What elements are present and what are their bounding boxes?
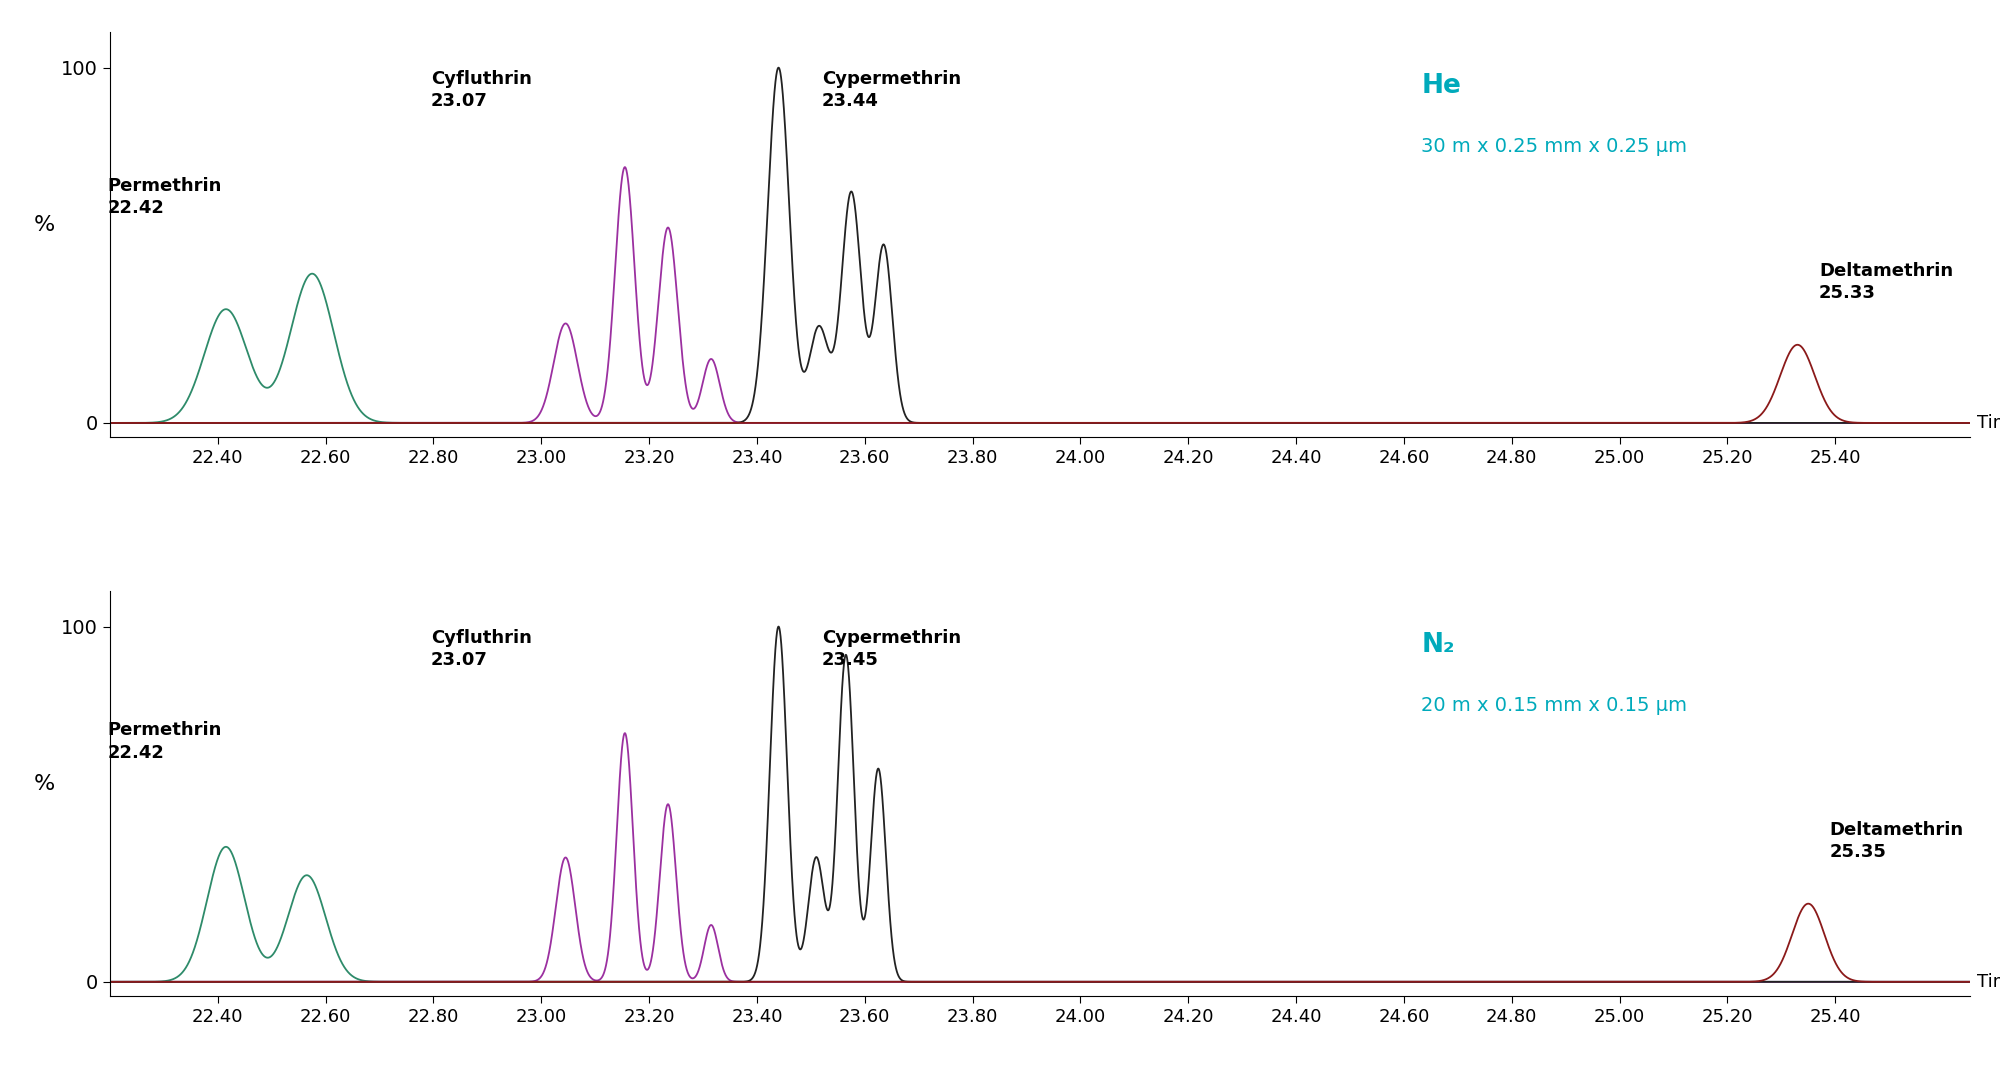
Text: Cyfluthrin
23.07: Cyfluthrin 23.07 xyxy=(430,629,532,669)
Text: He: He xyxy=(1422,73,1462,99)
Text: Time: Time xyxy=(1976,972,2000,991)
Text: Cypermethrin
23.45: Cypermethrin 23.45 xyxy=(822,629,960,669)
Text: 30 m x 0.25 mm x 0.25 μm: 30 m x 0.25 mm x 0.25 μm xyxy=(1422,137,1688,156)
Text: Deltamethrin
25.33: Deltamethrin 25.33 xyxy=(1820,262,1954,302)
Text: Time: Time xyxy=(1976,413,2000,432)
Text: Deltamethrin
25.35: Deltamethrin 25.35 xyxy=(1830,820,1964,861)
Text: 20 m x 0.15 mm x 0.15 μm: 20 m x 0.15 mm x 0.15 μm xyxy=(1422,696,1688,715)
Text: Permethrin
22.42: Permethrin 22.42 xyxy=(108,177,222,216)
Y-axis label: %: % xyxy=(34,773,56,794)
Text: Cyfluthrin
23.07: Cyfluthrin 23.07 xyxy=(430,70,532,110)
Text: N₂: N₂ xyxy=(1422,632,1454,658)
Y-axis label: %: % xyxy=(34,214,56,235)
Text: Cypermethrin
23.44: Cypermethrin 23.44 xyxy=(822,70,960,110)
Text: Permethrin
22.42: Permethrin 22.42 xyxy=(108,722,222,761)
